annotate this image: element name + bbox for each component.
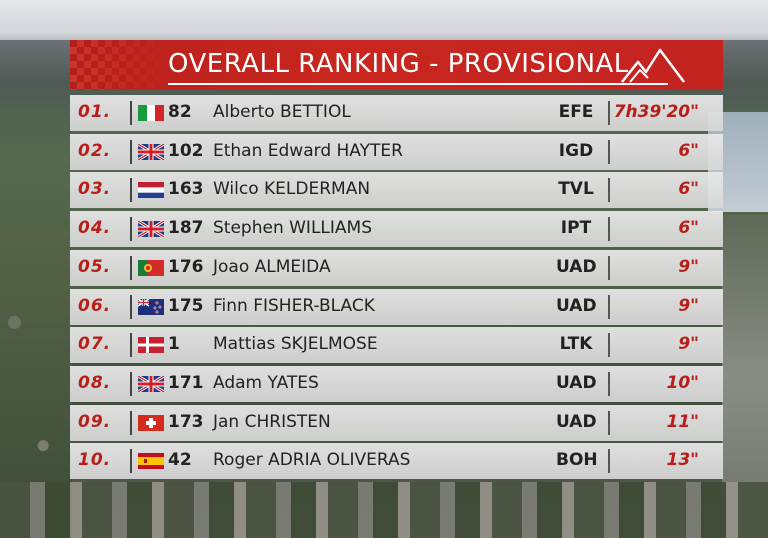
column-divider <box>608 139 610 164</box>
ranking-row: 06. 175 Finn FISHER-BLACK UAD 9" <box>70 288 723 325</box>
team-code: UAD <box>556 256 597 277</box>
time-gap: 6" <box>678 179 699 200</box>
switzerland-flag-icon <box>138 414 164 431</box>
portugal-flag-icon <box>138 259 164 276</box>
column-divider <box>608 449 610 474</box>
ranking-row: 09. 173 Jan CHRISTEN UAD 11" <box>70 404 723 441</box>
rank-position: 08. <box>78 372 112 393</box>
ranking-row: 05. 176 Joao ALMEIDA UAD 9" <box>70 249 723 286</box>
uk-flag-icon <box>138 143 164 160</box>
bib-number: 176 <box>168 256 204 277</box>
rider-name: Finn FISHER-BLACK <box>213 295 375 316</box>
rider-name: Wilco KELDERMAN <box>213 179 371 200</box>
rank-position: 09. <box>78 411 112 432</box>
rank-position: 01. <box>78 102 112 122</box>
rider-name: Adam YATES <box>213 372 319 393</box>
column-divider <box>130 255 132 280</box>
team-code: IPT <box>560 218 592 239</box>
ranking-row: 01. 82 Alberto BETTIOL EFE 7h39'20" <box>70 95 723 131</box>
column-divider <box>130 178 132 203</box>
uk-flag-icon <box>138 375 164 392</box>
bib-number: 102 <box>168 140 204 161</box>
column-divider <box>130 101 132 125</box>
column-divider <box>608 178 610 203</box>
rank-position: 07. <box>78 334 112 355</box>
ranking-header: OVERALL RANKING - PROVISIONAL <box>70 40 723 90</box>
column-divider <box>130 371 132 396</box>
column-divider <box>608 333 610 358</box>
ranking-title: OVERALL RANKING - PROVISIONAL <box>168 49 629 79</box>
column-divider <box>130 333 132 358</box>
team-code: LTK <box>559 334 593 355</box>
rank-position: 05. <box>78 256 112 277</box>
rank-position: 10. <box>78 450 112 471</box>
ranking-row: 04. 187 Stephen WILLIAMS IPT 6" <box>70 211 723 248</box>
background-sky <box>0 0 768 46</box>
column-divider <box>130 410 132 435</box>
column-divider <box>608 294 610 319</box>
bib-number: 82 <box>168 102 192 122</box>
ranking-row: 10. 42 Roger ADRIA OLIVERAS BOH 13" <box>70 443 723 480</box>
time-gap: 10" <box>666 372 699 393</box>
ranking-row: 07. 1 Mattias SKJELMOSE LTK 9" <box>70 327 723 364</box>
bib-number: 175 <box>168 295 204 316</box>
rider-name: Stephen WILLIAMS <box>213 218 372 239</box>
background-town-bottom <box>0 482 768 538</box>
rank-position: 03. <box>78 179 112 200</box>
column-divider <box>130 449 132 474</box>
rider-name: Roger ADRIA OLIVERAS <box>213 450 411 471</box>
bib-number: 42 <box>168 450 192 471</box>
column-divider <box>130 139 132 164</box>
mountain-logo-icon <box>621 48 685 83</box>
rider-name: Joao ALMEIDA <box>213 256 331 277</box>
rank-position: 06. <box>78 295 112 316</box>
rank-position: 04. <box>78 218 112 239</box>
team-code: EFE <box>558 102 594 122</box>
time-gap: 9" <box>678 256 699 277</box>
team-code: UAD <box>556 372 597 393</box>
time-gap: 7h39'20" <box>613 102 699 122</box>
rider-name: Alberto BETTIOL <box>213 102 351 122</box>
time-gap: 9" <box>678 295 699 316</box>
denmark-flag-icon <box>138 337 164 354</box>
bib-number: 163 <box>168 179 204 200</box>
team-code: UAD <box>556 295 597 316</box>
column-divider <box>608 101 610 125</box>
column-divider <box>608 217 610 242</box>
bib-number: 187 <box>168 218 204 239</box>
column-divider <box>608 410 610 435</box>
netherlands-flag-icon <box>138 182 164 199</box>
time-gap: 9" <box>678 334 699 355</box>
spain-flag-icon <box>138 453 164 470</box>
bib-number: 1 <box>168 334 180 355</box>
team-code: IGD <box>558 140 594 161</box>
column-divider <box>130 217 132 242</box>
column-divider <box>608 255 610 280</box>
rider-name: Jan CHRISTEN <box>213 411 331 432</box>
title-underline <box>168 83 668 85</box>
ranking-board: OVERALL RANKING - PROVISIONAL 01. 82 Alber… <box>70 40 723 482</box>
time-gap: 13" <box>666 450 699 471</box>
time-gap: 11" <box>666 411 699 432</box>
column-divider <box>130 294 132 319</box>
team-code: TVL <box>558 179 594 200</box>
team-code: UAD <box>556 411 597 432</box>
bib-number: 171 <box>168 372 204 393</box>
time-gap: 6" <box>678 218 699 239</box>
uk-flag-icon <box>138 221 164 238</box>
team-code: BOH <box>556 450 598 471</box>
checker-pattern <box>70 40 165 90</box>
rider-name: Mattias SKJELMOSE <box>213 334 378 355</box>
time-gap: 6" <box>678 140 699 161</box>
ranking-row: 02. 102 Ethan Edward HAYTER IGD 6" <box>70 133 723 170</box>
bib-number: 173 <box>168 411 204 432</box>
rider-name: Ethan Edward HAYTER <box>213 140 403 161</box>
column-divider <box>608 371 610 396</box>
ranking-row: 08. 171 Adam YATES UAD 10" <box>70 365 723 402</box>
ranking-row: 03. 163 Wilco KELDERMAN TVL 6" <box>70 172 723 209</box>
new-zealand-flag-icon <box>138 298 164 315</box>
rank-position: 02. <box>78 140 112 161</box>
italy-flag-icon <box>138 105 164 121</box>
